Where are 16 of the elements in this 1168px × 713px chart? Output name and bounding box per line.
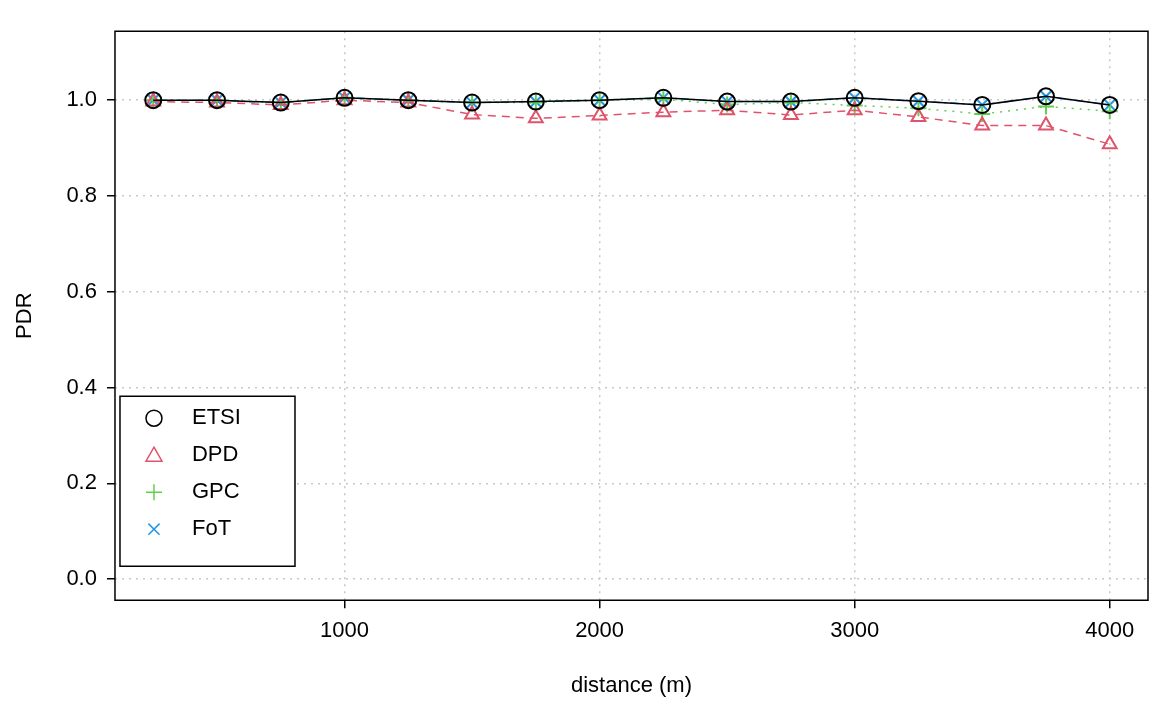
legend-label: DPD [191, 441, 239, 467]
y-tick-label: 0.8 [66, 182, 97, 208]
y-tick-label: 0.4 [66, 373, 97, 399]
y-axis-title: PDR [11, 292, 37, 339]
x-axis-title: distance (m) [570, 671, 693, 697]
x-tick-label: 2000 [575, 617, 625, 643]
y-tick-label: 0.0 [66, 565, 97, 591]
x-tick-label: 4000 [1085, 617, 1135, 643]
y-tick-label: 1.0 [66, 86, 97, 112]
x-tick-label: 1000 [320, 617, 370, 643]
legend-label: FoT [191, 515, 232, 541]
x-tick-label: 3000 [830, 617, 880, 643]
y-tick-label: 0.2 [66, 469, 97, 495]
legend-label: GPC [191, 478, 240, 504]
y-tick-label: 0.6 [66, 277, 97, 303]
legend-label: ETSI [191, 404, 241, 430]
